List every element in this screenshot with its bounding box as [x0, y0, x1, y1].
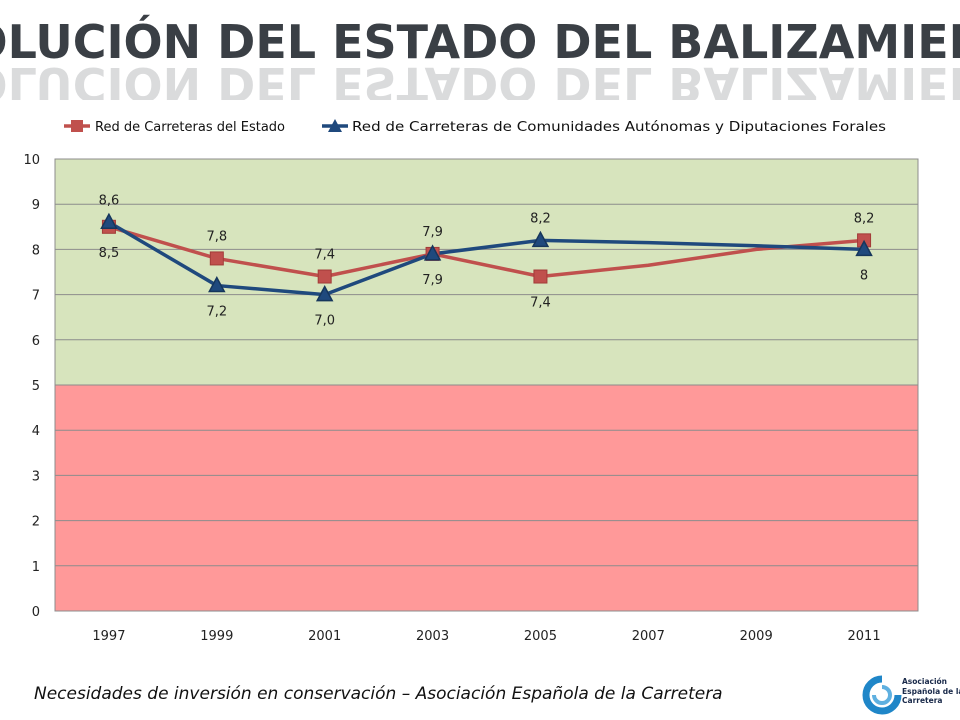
- data-labels: 8,6 8,5 7,8 7,2 7,4 7,0 7,9 7,9 8,2 7,4 8,2 8: [99, 193, 875, 328]
- data-label-1997-lower: 8,5: [99, 246, 120, 261]
- y-tick-label-0: 0: [32, 605, 40, 620]
- data-label-2011-upper: 8,2: [854, 211, 875, 226]
- y-tick-label-5: 5: [32, 379, 40, 394]
- logo-line-3: Carretera: [902, 696, 943, 705]
- series-lines: [108, 220, 865, 297]
- x-tick-label-2001: 2001: [308, 629, 341, 644]
- x-tick-label-2007: 2007: [632, 629, 665, 644]
- data-label-2005-lower: 7,4: [530, 296, 551, 311]
- y-tick-label-6: 6: [32, 334, 40, 349]
- marker-triangle-2001: [315, 285, 334, 302]
- logo-line-1: Asociación: [902, 677, 948, 686]
- y-tick-label-9: 9: [32, 198, 40, 213]
- y-tick-label-10: 10: [23, 153, 40, 168]
- legend-label-1: Red de Carreteras del Estado: [95, 120, 285, 135]
- legend-label-2: Red de Carreteras de Comunidades Autónom…: [352, 120, 886, 135]
- legend-marker-square: [71, 120, 83, 132]
- y-tick-label-8: 8: [32, 243, 40, 258]
- line-chart: 0 1 2 3 4 5 6 7 8 9 10 1997 1999 2001 2003 2005 2007 200…: [23, 119, 919, 644]
- x-tick-label-2011: 2011: [848, 629, 881, 644]
- marker-triangle-1999: [208, 275, 226, 293]
- data-label-2005-upper: 8,2: [530, 211, 551, 226]
- y-tick-label-2: 2: [32, 515, 40, 530]
- x-tick-label-2003: 2003: [416, 629, 449, 644]
- data-label-2011-lower: 8: [860, 268, 868, 283]
- marker-square-2001: [317, 269, 332, 284]
- data-label-1997-upper: 8,6: [99, 193, 120, 208]
- y-axis-ticks: 0 1 2 3 4 5 6 7 8 9 10: [23, 153, 40, 620]
- series-line-2: [108, 220, 865, 297]
- marker-triangle-2005: [531, 230, 550, 248]
- marker-triangle-2011: [855, 239, 873, 257]
- x-tick-label-1997: 1997: [92, 629, 125, 644]
- aec-logo-icon: [862, 675, 902, 715]
- footer-caption: Necesidades de inversión en conservación…: [34, 684, 723, 704]
- marker-triangle-2003: [423, 244, 442, 261]
- y-tick-label-1: 1: [32, 560, 40, 575]
- gridlines: [54, 158, 919, 612]
- x-tick-label-2009: 2009: [740, 629, 773, 644]
- x-tick-label-1999: 1999: [200, 629, 233, 644]
- series-line-1: [108, 225, 865, 279]
- legend-marker-triangle: [328, 119, 342, 132]
- x-tick-label-2005: 2005: [524, 629, 557, 644]
- y-tick-label-3: 3: [32, 469, 40, 484]
- marker-square-1999: [209, 251, 224, 266]
- page-title: EVOLUCIÓN DEL ESTADO DEL BALIZAMIENTO: [0, 15, 960, 69]
- x-axis-ticks: 1997 1999 2001 2003 2005 2007 2009 2011: [92, 629, 880, 644]
- logo-line-2: Española de la: [902, 686, 960, 696]
- data-label-1999-lower: 7,2: [206, 305, 227, 320]
- data-label-2003-upper: 7,9: [422, 225, 443, 240]
- marker-triangle-1997: [100, 212, 118, 230]
- y-tick-label-7: 7: [32, 289, 40, 304]
- marker-square-2005: [533, 269, 548, 284]
- legend: Red de Carreteras del Estado Red de Carre…: [64, 119, 886, 135]
- band-0: [55, 385, 918, 611]
- series-markers: [100, 212, 873, 302]
- data-label-1999-upper: 7,8: [206, 229, 227, 244]
- background-bands: [55, 159, 918, 611]
- data-label-2001-lower: 7,0: [314, 314, 335, 329]
- aec-logo-text: Asociación Española de la Carretera: [902, 677, 960, 706]
- data-label-2003-lower: 7,9: [422, 273, 443, 288]
- y-tick-label-4: 4: [32, 424, 40, 439]
- data-label-2001-upper: 7,4: [314, 248, 335, 263]
- band-1: [55, 159, 918, 385]
- aec-logo: Asociación Española de la Carretera: [862, 672, 960, 718]
- plot-border: [54, 158, 919, 612]
